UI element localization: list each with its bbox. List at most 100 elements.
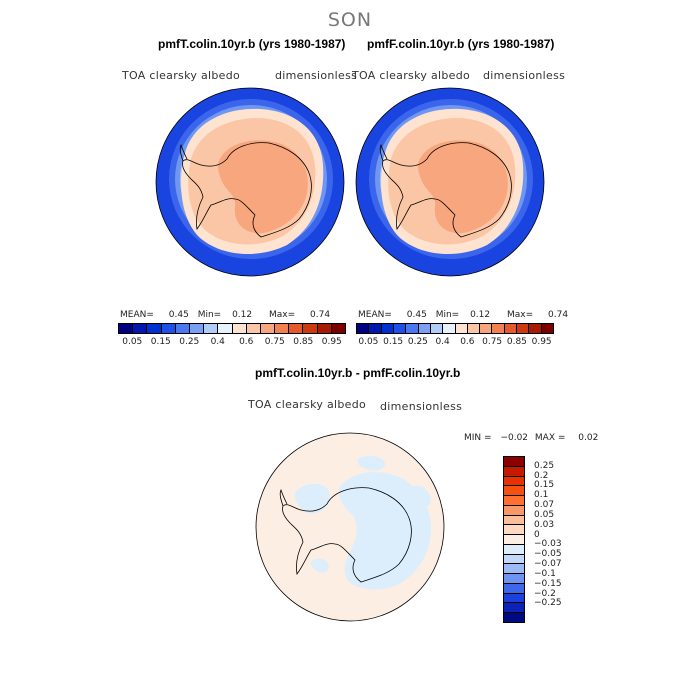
diff-colorbar-tick-label: −0.03	[534, 539, 562, 550]
colorbar-swatch	[303, 324, 318, 333]
colorbar-swatch	[331, 324, 345, 333]
figure-title: SON	[327, 9, 373, 31]
panel1-plateau-zone	[218, 140, 308, 234]
panel1-coastline	[182, 142, 312, 238]
diff-colorbar-tick-label: −0.1	[534, 568, 556, 579]
panel2-min-label: Min=	[435, 310, 460, 320]
colorbar-swatch	[175, 324, 190, 333]
diff-colorbar-tick-label: −0.07	[534, 559, 562, 570]
diff-colorbar-tick-label: −0.15	[534, 578, 562, 589]
panel1-units-label: dimensionless	[275, 69, 358, 82]
colorbar-swatch	[204, 324, 219, 333]
panel-title-pmfT: pmfT.colin.10yr.b (yrs 1980-1987)	[158, 37, 346, 51]
diff-stats: MIN = −0.02 MAX = 0.02	[464, 433, 598, 443]
panel2-variable-label: TOA clearsky albedo	[352, 69, 471, 82]
diff-colorbar-tick-label: 0.15	[534, 480, 555, 491]
colorbar-swatch	[260, 324, 276, 333]
colorbar-swatch	[119, 324, 134, 333]
colorbar-tick-label: 0.15	[150, 337, 171, 347]
colorbar-swatch	[504, 324, 518, 333]
colorbar-swatch	[430, 324, 444, 333]
colorbar-swatch	[289, 324, 304, 333]
diff-coastline	[282, 487, 412, 583]
panel2-colorbar	[356, 323, 554, 334]
panel2-plateau-zone	[418, 140, 508, 234]
diff-colorbar-swatch	[504, 466, 524, 477]
colorbar-tick-label: 0.95	[321, 337, 342, 347]
diff-colorbar-swatch	[504, 574, 524, 584]
diff-colorbar-tick-label: 0.2	[534, 470, 549, 481]
diff-max-label: MAX =	[534, 433, 566, 443]
panel2-max-value: 0.74	[548, 310, 569, 320]
diff-max-value: 0.02	[578, 433, 599, 443]
panel1-max-value: 0.74	[310, 310, 331, 320]
colorbar-swatch	[443, 324, 456, 333]
colorbar-tick-label: 0.25	[179, 337, 200, 347]
colorbar-swatch	[455, 324, 468, 333]
panel1-variable-label: TOA clearsky albedo	[122, 69, 241, 82]
colorbar-swatch	[133, 324, 148, 333]
colorbar-swatch	[541, 324, 553, 333]
diff-colorbar-swatch	[504, 476, 524, 487]
colorbar-tick-label: 0.15	[383, 337, 404, 347]
panel1-colorbar	[118, 323, 346, 334]
colorbar-swatch	[418, 324, 431, 333]
diff-colorbar-swatch	[504, 486, 524, 497]
panel2-max-label: Max=	[507, 310, 534, 320]
diff-colorbar-labels: 0.25 0.2 0.15 0.1 0.07 0.05 0.03 0 −0.03 −0.05 −0.…	[534, 456, 574, 623]
panel2-units-label: dimensionless	[483, 69, 566, 82]
diff-colorbar-tick-label: 0.03	[534, 519, 555, 530]
diff-colorbar-swatch	[504, 515, 524, 526]
colorbar-swatch	[492, 324, 505, 333]
diff-colorbar-swatch	[504, 593, 524, 604]
diff-colorbar-tick-label: −0.25	[534, 598, 562, 609]
panel1-min-label: Min=	[197, 310, 222, 320]
diff-colorbar-tick-label: −0.2	[534, 588, 556, 599]
panel2-min-value: 0.12	[470, 310, 491, 320]
diff-negative-region-south	[310, 558, 329, 573]
diff-min-label: MIN =	[464, 433, 492, 443]
diff-colorbar-swatch	[504, 525, 524, 536]
colorbar-swatch	[517, 324, 530, 333]
diff-colorbar	[503, 456, 525, 623]
panel-title-pmfF: pmfF.colin.10yr.b (yrs 1980-1987)	[367, 37, 555, 51]
colorbar-tick-label: 0.4	[435, 337, 450, 347]
diff-colorbar-tick-label: −0.05	[534, 549, 562, 560]
diff-negative-region-north	[357, 455, 386, 471]
diff-colorbar-swatch	[504, 535, 524, 545]
diff-colorbar-swatch	[504, 544, 524, 555]
colorbar-tick-label: 0.95	[531, 337, 552, 347]
diff-colorbar-swatch	[504, 603, 524, 614]
diff-colorbar-swatch	[504, 496, 524, 506]
diff-negative-region-west	[294, 483, 330, 514]
colorbar-tick-label: 0.25	[407, 337, 428, 347]
colorbar-swatch	[467, 324, 481, 333]
colorbar-swatch	[161, 324, 176, 333]
colorbar-swatch	[393, 324, 407, 333]
panel2-peninsula-coast	[379, 143, 388, 162]
panel1-mean-label: MEAN=	[120, 310, 154, 320]
colorbar-swatch	[275, 324, 290, 333]
diff-negative-region-main	[339, 472, 431, 590]
colorbar-tick-label: 0.85	[506, 337, 527, 347]
panel2-mean-label: MEAN=	[358, 310, 392, 320]
panel2-colorbar-labels: 0.05 0.15 0.25 0.4 0.6 0.75 0.85 0.95	[356, 337, 554, 349]
diff-colorbar-tick-label: 0.25	[534, 460, 555, 471]
diff-colorbar-tick-label: 0	[534, 529, 540, 540]
diff-colorbar-tick-label: 0.05	[534, 509, 555, 520]
colorbar-swatch	[317, 324, 332, 333]
colorbar-tick-label: 0.6	[460, 337, 475, 347]
colorbar-swatch	[218, 324, 233, 333]
colorbar-tick-label: 0.75	[264, 337, 285, 347]
panel1-map	[155, 87, 345, 277]
diff-min-value: −0.02	[500, 433, 529, 443]
diff-colorbar-swatch	[504, 583, 524, 594]
colorbar-swatch	[369, 324, 382, 333]
diff-colorbar-swatch	[504, 505, 524, 516]
diff-colorbar-tick-label: 0.07	[534, 500, 555, 511]
panel1-mean-value: 0.45	[168, 310, 189, 320]
diff-variable-label: TOA clearsky albedo	[248, 398, 367, 411]
colorbar-tick-label: 0.05	[122, 337, 143, 347]
colorbar-swatch	[381, 324, 394, 333]
panel2-mean-value: 0.45	[406, 310, 427, 320]
